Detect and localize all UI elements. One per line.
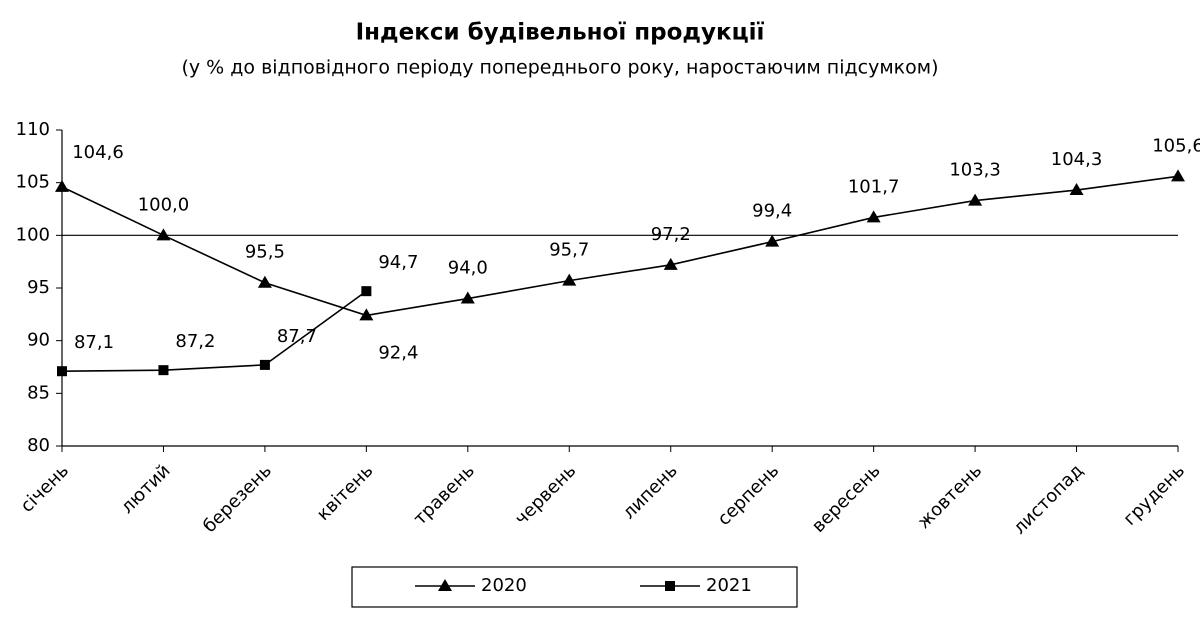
marker <box>257 275 272 288</box>
x-tick-label: березень <box>199 460 276 537</box>
marker <box>866 210 881 223</box>
marker <box>156 228 171 241</box>
data-label: 92,4 <box>378 342 418 363</box>
marker <box>361 286 372 297</box>
x-tick-label: січень <box>17 460 74 517</box>
series-line <box>61 290 367 373</box>
x-tick-label: квітень <box>313 460 378 525</box>
data-label: 97,2 <box>651 224 691 245</box>
data-label: 101,7 <box>848 176 900 197</box>
x-tick-label: листопад <box>1009 460 1087 538</box>
x-tick-label: жовтень <box>913 460 986 533</box>
x-tick-label: травень <box>410 460 479 529</box>
marker <box>259 359 270 370</box>
marker <box>438 579 452 591</box>
data-label: 94,7 <box>378 252 418 273</box>
data-label: 103,3 <box>949 160 1001 181</box>
marker <box>1069 183 1084 196</box>
x-tick-label: серпень <box>714 460 784 530</box>
legend-box <box>351 566 798 608</box>
data-label: 95,5 <box>245 242 285 263</box>
marker <box>460 291 475 304</box>
data-label: 104,6 <box>72 142 124 163</box>
y-tick-label: 90 <box>27 330 50 351</box>
legend-label: 2021 <box>706 575 752 596</box>
legend-label: 2020 <box>481 575 527 596</box>
x-tick-label: липень <box>619 460 682 523</box>
data-label: 94,0 <box>448 258 488 279</box>
data-label: 104,3 <box>1051 149 1103 170</box>
data-label: 100,0 <box>138 194 190 215</box>
series-line <box>61 175 1179 317</box>
y-tick-label: 85 <box>27 382 50 403</box>
y-tick-label: 100 <box>16 224 50 245</box>
chart-title: Індекси будівельної продукції <box>356 20 765 46</box>
marker <box>663 257 678 270</box>
marker <box>765 234 780 247</box>
marker <box>665 581 675 591</box>
marker <box>158 365 169 376</box>
marker <box>562 273 577 286</box>
marker <box>1171 169 1185 182</box>
data-label: 105,6 <box>1152 135 1200 156</box>
data-label: 87,1 <box>74 332 114 353</box>
y-tick-label: 105 <box>16 172 50 193</box>
x-tick-label: червень <box>511 460 580 529</box>
data-label: 87,2 <box>175 331 215 352</box>
y-tick-label: 110 <box>16 119 50 140</box>
y-tick-label: 95 <box>27 277 50 298</box>
marker <box>55 179 69 192</box>
y-tick-label: 80 <box>27 435 50 456</box>
x-tick-label: лютий <box>117 460 175 518</box>
marker <box>968 193 983 206</box>
chart-subtitle: (у % до відповідного періоду попередньог… <box>181 57 938 79</box>
x-tick-label: грудень <box>1119 460 1189 530</box>
data-label: 95,7 <box>549 240 589 261</box>
data-label: 99,4 <box>752 201 792 222</box>
marker <box>359 308 374 321</box>
marker <box>57 366 67 377</box>
x-tick-label: вересень <box>808 460 885 537</box>
data-label: 87,7 <box>277 326 317 347</box>
